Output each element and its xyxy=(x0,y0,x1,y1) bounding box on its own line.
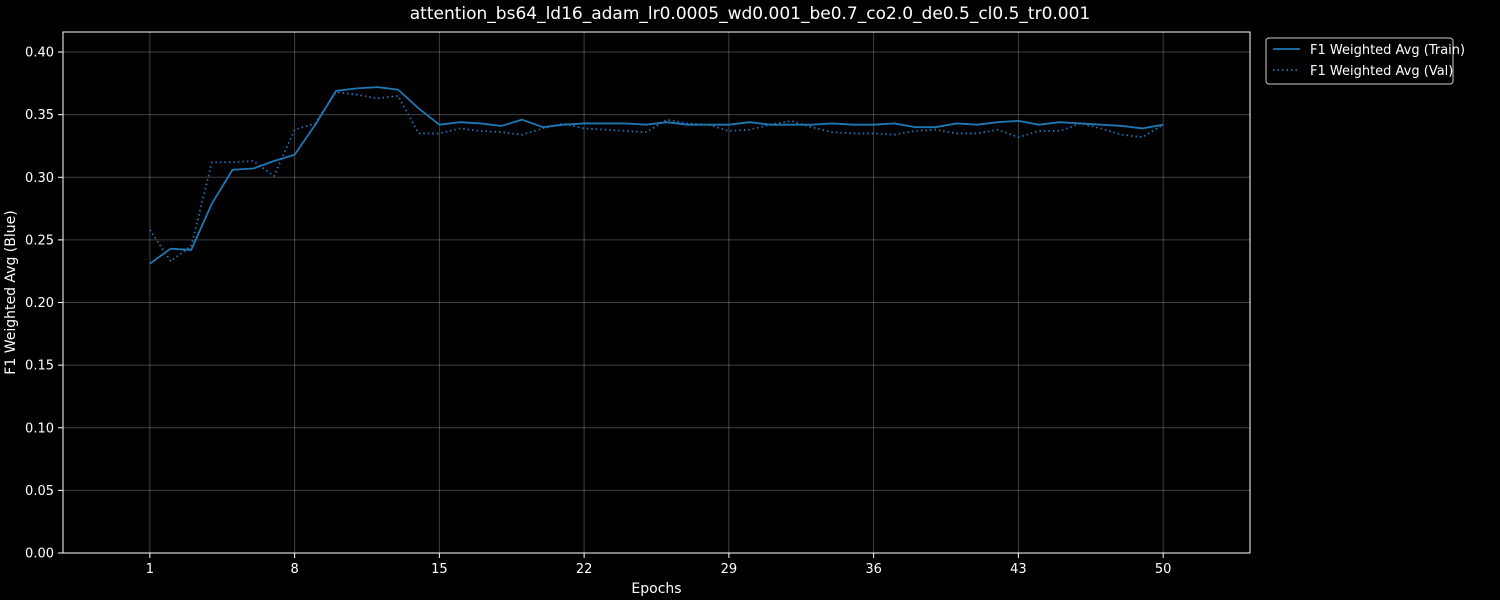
legend-label-val: F1 Weighted Avg (Val) xyxy=(1310,64,1453,79)
plot-frame xyxy=(62,31,1251,554)
chart-title: attention_bs64_ld16_adam_lr0.0005_wd0.00… xyxy=(410,4,1091,24)
x-tick-label: 22 xyxy=(576,562,593,577)
x-tick-label: 15 xyxy=(431,562,448,577)
y-tick-label: 0.05 xyxy=(25,484,54,499)
y-tick-label: 0.40 xyxy=(25,46,54,61)
x-tick-label: 43 xyxy=(1010,562,1027,577)
x-tick-label: 8 xyxy=(290,562,298,577)
legend: F1 Weighted Avg (Train) F1 Weighted Avg … xyxy=(1265,37,1465,85)
y-tick-label: 0.00 xyxy=(25,547,54,562)
y-tick-label: 0.25 xyxy=(25,233,54,248)
y-tick-label: 0.35 xyxy=(25,108,54,123)
legend-box xyxy=(1265,37,1454,85)
y-tick-label: 0.20 xyxy=(25,296,54,311)
y-tick-label: 0.15 xyxy=(25,359,54,374)
x-tick-label: 50 xyxy=(1155,562,1172,577)
x-tick-label: 29 xyxy=(721,562,738,577)
y-tick-label: 0.10 xyxy=(25,421,54,436)
legend-label-train: F1 Weighted Avg (Train) xyxy=(1310,43,1465,58)
x-tick-label: 1 xyxy=(146,562,154,577)
series-line-train xyxy=(149,86,1164,265)
y-axis-title: F1 Weighted Avg (Blue) xyxy=(3,210,19,374)
x-tick-label: 36 xyxy=(865,562,882,577)
axes: 1 8 15 22 29 36 43 50 0.00 0.05 0.10 0.15 0.20 0.25 0.… xyxy=(25,46,1171,577)
y-tick-label: 0.30 xyxy=(25,171,54,186)
x-axis-title: Epochs xyxy=(631,581,681,597)
series-layer xyxy=(149,86,1164,265)
grid xyxy=(63,32,1250,554)
